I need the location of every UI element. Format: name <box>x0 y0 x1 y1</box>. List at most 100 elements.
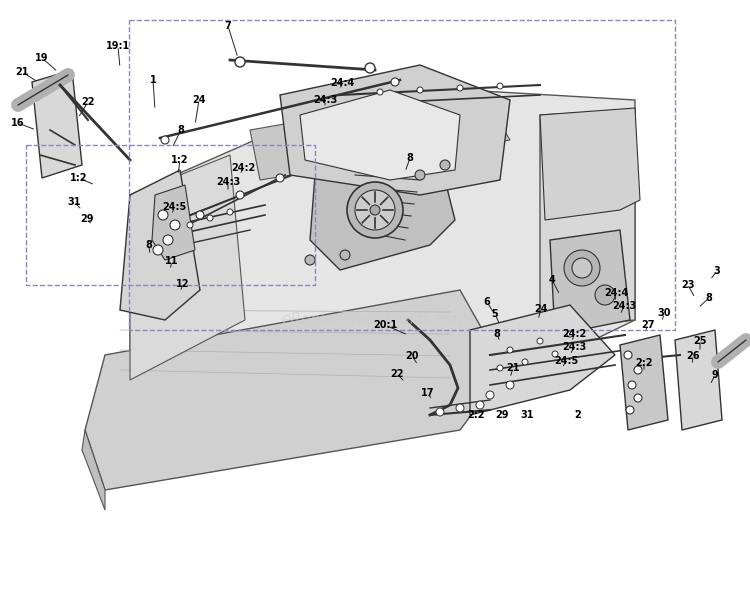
Circle shape <box>163 235 173 245</box>
Text: 24:5: 24:5 <box>162 202 186 212</box>
Circle shape <box>415 170 425 180</box>
Circle shape <box>564 250 600 286</box>
Polygon shape <box>280 65 510 195</box>
Circle shape <box>456 404 464 412</box>
Circle shape <box>365 63 375 73</box>
Circle shape <box>187 222 193 228</box>
Text: 25: 25 <box>693 336 706 346</box>
Polygon shape <box>620 335 668 430</box>
Text: 8: 8 <box>146 240 152 250</box>
Polygon shape <box>85 290 505 490</box>
Text: 24:3: 24:3 <box>612 301 636 311</box>
Text: 24: 24 <box>192 95 206 105</box>
Text: 8: 8 <box>494 329 500 339</box>
Polygon shape <box>540 108 640 220</box>
Circle shape <box>572 258 592 278</box>
Circle shape <box>158 210 168 220</box>
Circle shape <box>370 205 380 215</box>
Polygon shape <box>540 110 635 330</box>
Text: 8: 8 <box>706 293 712 303</box>
Circle shape <box>634 394 642 402</box>
Circle shape <box>626 406 634 414</box>
Text: 24:3: 24:3 <box>216 177 240 187</box>
Text: 26: 26 <box>686 351 700 361</box>
Text: 29: 29 <box>80 214 94 224</box>
Polygon shape <box>675 330 722 430</box>
Circle shape <box>355 190 395 230</box>
Text: 7: 7 <box>225 21 231 31</box>
Text: 21: 21 <box>15 67 28 77</box>
Text: 19:1: 19:1 <box>106 41 130 51</box>
Text: 31: 31 <box>68 197 81 207</box>
Circle shape <box>506 381 514 389</box>
Text: 1:2: 1:2 <box>70 173 88 183</box>
Circle shape <box>552 351 558 357</box>
Circle shape <box>161 136 169 144</box>
Text: 24: 24 <box>534 304 548 314</box>
Polygon shape <box>310 140 455 270</box>
Text: eReplacementParts.com: eReplacementParts.com <box>282 312 468 327</box>
Circle shape <box>507 347 513 353</box>
Circle shape <box>522 359 528 365</box>
Circle shape <box>207 215 213 221</box>
Text: 1:2: 1:2 <box>171 155 189 165</box>
Circle shape <box>276 174 284 182</box>
Circle shape <box>628 381 636 389</box>
Text: 20: 20 <box>405 351 418 361</box>
Circle shape <box>377 89 383 95</box>
Polygon shape <box>250 90 510 180</box>
Polygon shape <box>120 170 200 320</box>
Text: 19: 19 <box>35 53 49 63</box>
Circle shape <box>170 220 180 230</box>
Text: 21: 21 <box>506 363 520 373</box>
Polygon shape <box>130 85 635 400</box>
Polygon shape <box>550 230 630 335</box>
Circle shape <box>486 391 494 399</box>
Circle shape <box>595 285 615 305</box>
Text: 23: 23 <box>681 280 694 290</box>
Circle shape <box>440 160 450 170</box>
Polygon shape <box>300 90 460 180</box>
Circle shape <box>497 83 503 89</box>
Text: 2:2: 2:2 <box>635 358 652 368</box>
Circle shape <box>457 85 463 91</box>
Text: 24:5: 24:5 <box>554 356 578 366</box>
Circle shape <box>567 331 573 337</box>
Circle shape <box>235 57 245 67</box>
Circle shape <box>497 365 503 371</box>
Text: 17: 17 <box>422 388 435 398</box>
Text: 1: 1 <box>149 75 156 85</box>
Text: 22: 22 <box>81 97 94 107</box>
Text: 24:3: 24:3 <box>313 95 338 105</box>
Circle shape <box>417 87 423 93</box>
Text: 12: 12 <box>176 279 190 289</box>
Polygon shape <box>152 185 195 260</box>
Text: 22: 22 <box>390 369 404 379</box>
Text: 30: 30 <box>657 308 670 318</box>
Text: 2:2: 2:2 <box>467 410 484 420</box>
Text: 11: 11 <box>165 256 178 266</box>
Text: 27: 27 <box>641 320 655 330</box>
Circle shape <box>537 338 543 344</box>
Text: 6: 6 <box>484 297 490 307</box>
Bar <box>129 20 675 330</box>
Circle shape <box>476 401 484 409</box>
Circle shape <box>153 245 163 255</box>
Polygon shape <box>130 155 245 380</box>
Text: 9: 9 <box>712 370 718 380</box>
Text: 8: 8 <box>406 153 413 163</box>
Text: 16: 16 <box>11 118 25 128</box>
Text: 31: 31 <box>520 410 534 420</box>
Text: 24:4: 24:4 <box>330 78 354 88</box>
Polygon shape <box>32 70 82 178</box>
Text: 24:2: 24:2 <box>562 329 586 339</box>
Text: 5: 5 <box>492 309 498 319</box>
Bar <box>26 145 315 285</box>
Text: 29: 29 <box>495 410 508 420</box>
Text: 24:3: 24:3 <box>562 342 586 352</box>
Circle shape <box>196 211 204 219</box>
Circle shape <box>340 250 350 260</box>
Text: 24:4: 24:4 <box>604 288 628 298</box>
Circle shape <box>227 209 233 215</box>
Circle shape <box>391 78 399 86</box>
